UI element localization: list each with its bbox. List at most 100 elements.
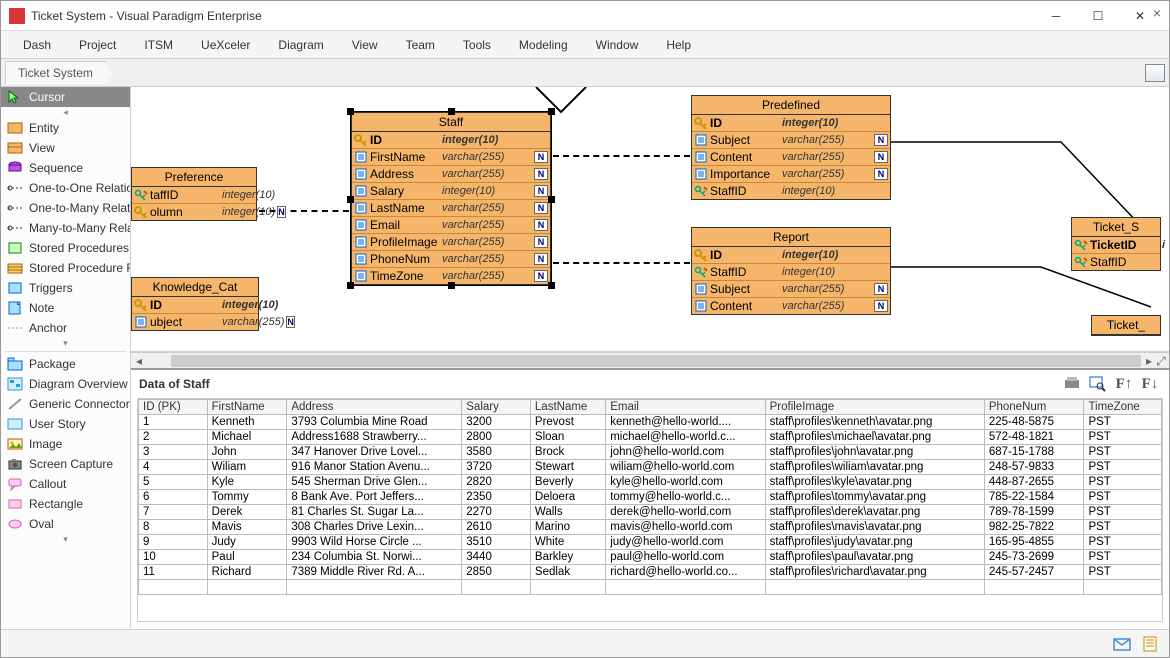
table-row[interactable]: 8Mavis308 Charles Drive Lexin...2610Mari… [139,520,1162,535]
sort-desc-icon[interactable]: F↓ [1139,374,1161,394]
sort-asc-icon[interactable]: F↑ [1113,374,1135,394]
tool-note[interactable]: Note [1,298,130,318]
tool-image[interactable]: Image [1,434,130,454]
selection-handle[interactable] [548,108,555,115]
table-row[interactable]: 1Kenneth3793 Columbia Mine Road3200Prevo… [139,415,1162,430]
entity-column[interactable]: PhoneNumvarchar(255)N [352,251,550,268]
tool-one-to-many-relati-[interactable]: One-to-Many Relati... [1,198,130,218]
table-row-empty[interactable] [139,580,1162,595]
entity-column[interactable]: IDinteger(10) [132,297,258,314]
entity-column[interactable]: olumninteger(10)N [132,204,256,220]
tab-ticket-system[interactable]: Ticket System [5,61,106,84]
table-row[interactable]: 10Paul234 Columbia St. Norwi...3440Barkl… [139,550,1162,565]
col-email[interactable]: Email [606,400,765,415]
entity-column[interactable]: Salaryinteger(10)N [352,183,550,200]
tool-triggers[interactable]: Triggers [1,278,130,298]
entity-column[interactable]: TicketIDi [1072,237,1160,254]
table-row[interactable]: 9Judy9903 Wild Horse Circle ...3510White… [139,535,1162,550]
entity-ticket_s[interactable]: Ticket_STicketIDiStaffID [1071,217,1161,271]
entity-column[interactable]: FirstNamevarchar(255)N [352,149,550,166]
entity-preference[interactable]: PreferencetaffIDinteger(10)olumninteger(… [131,167,257,221]
tool-anchor[interactable]: Anchor [1,318,130,338]
tool-diagram-overview[interactable]: Diagram Overview [1,374,130,394]
entity-column[interactable]: Importancevarchar(255)N [692,166,890,183]
tool-user-story[interactable]: User Story [1,414,130,434]
col-profileimage[interactable]: ProfileImage [765,400,984,415]
tool-many-to-many-rela-[interactable]: Many-to-Many Rela... [1,218,130,238]
entity-column[interactable]: StaffID [1072,254,1160,270]
entity-column[interactable]: ubjectvarchar(255)N [132,314,258,330]
selection-handle[interactable] [448,108,455,115]
table-row[interactable]: 6Tommy8 Bank Ave. Port Jeffers...2350Del… [139,490,1162,505]
maximize-button[interactable]: ☐ [1077,2,1119,30]
entity-column[interactable]: Addressvarchar(255)N [352,166,550,183]
tool-stored-procedure-r-[interactable]: Stored Procedure R... [1,258,130,278]
selection-handle[interactable] [548,282,555,289]
tool-screen-capture[interactable]: Screen Capture [1,454,130,474]
resize-handle-icon[interactable]: ⤢ [1153,353,1169,369]
scroll-left-icon[interactable]: ◂ [131,353,147,369]
menu-tools[interactable]: Tools [449,34,505,56]
table-row[interactable]: 2MichaelAddress1688 Strawberry...2800Slo… [139,430,1162,445]
document-icon[interactable] [1141,636,1159,652]
col-salary[interactable]: Salary [462,400,531,415]
tool-view[interactable]: View [1,138,130,158]
edge-staff-report[interactable] [553,262,690,264]
entity-ticket[interactable]: Ticket_ [1091,315,1161,336]
entity-column[interactable]: Contentvarchar(255)N [692,298,890,314]
entity-column[interactable]: LastNamevarchar(255)N [352,200,550,217]
menu-modeling[interactable]: Modeling [505,34,582,56]
col-address[interactable]: Address [287,400,462,415]
diagram-canvas[interactable]: PreferencetaffIDinteger(10)olumninteger(… [131,87,1169,352]
table-row[interactable]: 5Kyle545 Sherman Drive Glen...2820Beverl… [139,475,1162,490]
tabbar-new-icon[interactable] [1145,64,1165,82]
tool-cursor[interactable]: Cursor [1,87,130,107]
selection-handle[interactable] [347,196,354,203]
selection-handle[interactable] [347,282,354,289]
entity-column[interactable]: StaffIDinteger(10) [692,183,890,199]
minimize-button[interactable]: ─ [1035,2,1077,30]
mail-icon[interactable] [1113,636,1131,652]
menu-help[interactable]: Help [652,34,705,56]
selection-handle[interactable] [548,196,555,203]
entity-report[interactable]: ReportIDinteger(10)StaffIDinteger(10)Sub… [691,227,891,315]
col-timezone[interactable]: TimeZone [1084,400,1162,415]
tool-package[interactable]: Package [1,354,130,374]
entity-column[interactable]: IDinteger(10) [352,132,550,149]
entity-staff[interactable]: StaffIDinteger(10)FirstNamevarchar(255)N… [351,112,551,285]
entity-column[interactable]: Emailvarchar(255)N [352,217,550,234]
scroll-thumb[interactable] [171,355,1141,367]
menu-uexceler[interactable]: UeXceler [187,34,264,56]
menu-dash[interactable]: Dash [9,34,65,56]
menu-diagram[interactable]: Diagram [264,34,337,56]
table-row[interactable]: 11Richard7389 Middle River Rd. A...2850S… [139,565,1162,580]
tool-entity[interactable]: Entity [1,118,130,138]
entity-column[interactable]: StaffIDinteger(10) [692,264,890,281]
edge-staff-predefined[interactable] [553,155,690,157]
menu-view[interactable]: View [338,34,392,56]
col-firstname[interactable]: FirstName [207,400,287,415]
tool-generic-connector[interactable]: Generic Connector [1,394,130,414]
table-row[interactable]: 4Wiliam916 Manor Station Avenu...3720Ste… [139,460,1162,475]
entity-column[interactable]: Subjectvarchar(255)N [692,132,890,149]
selection-handle[interactable] [448,282,455,289]
scrollbar-horizontal[interactable]: ◂ ▸ ⤢ [131,352,1169,368]
entity-column[interactable]: taffIDinteger(10) [132,187,256,204]
search-data-icon[interactable] [1087,374,1109,394]
tool-oval[interactable]: Oval [1,514,130,534]
menu-team[interactable]: Team [392,34,449,56]
entity-predefined[interactable]: PredefinedIDinteger(10)Subjectvarchar(25… [691,95,891,200]
entity-knowledge[interactable]: Knowledge_CatIDinteger(10)ubjectvarchar(… [131,277,259,331]
entity-column[interactable]: Contentvarchar(255)N [692,149,890,166]
tool-rectangle[interactable]: Rectangle [1,494,130,514]
col-lastname[interactable]: LastName [530,400,605,415]
menu-itsm[interactable]: ITSM [130,34,187,56]
entity-column[interactable]: Subjectvarchar(255)N [692,281,890,298]
table-row[interactable]: 7Derek81 Charles St. Sugar La...2270Wall… [139,505,1162,520]
tool-callout[interactable]: Callout [1,474,130,494]
col-idpk[interactable]: ID (PK) [139,400,208,415]
entity-column[interactable]: ProfileImagevarchar(255)N [352,234,550,251]
menu-window[interactable]: Window [582,34,653,56]
menu-project[interactable]: Project [65,34,130,56]
print-icon[interactable] [1061,374,1083,394]
